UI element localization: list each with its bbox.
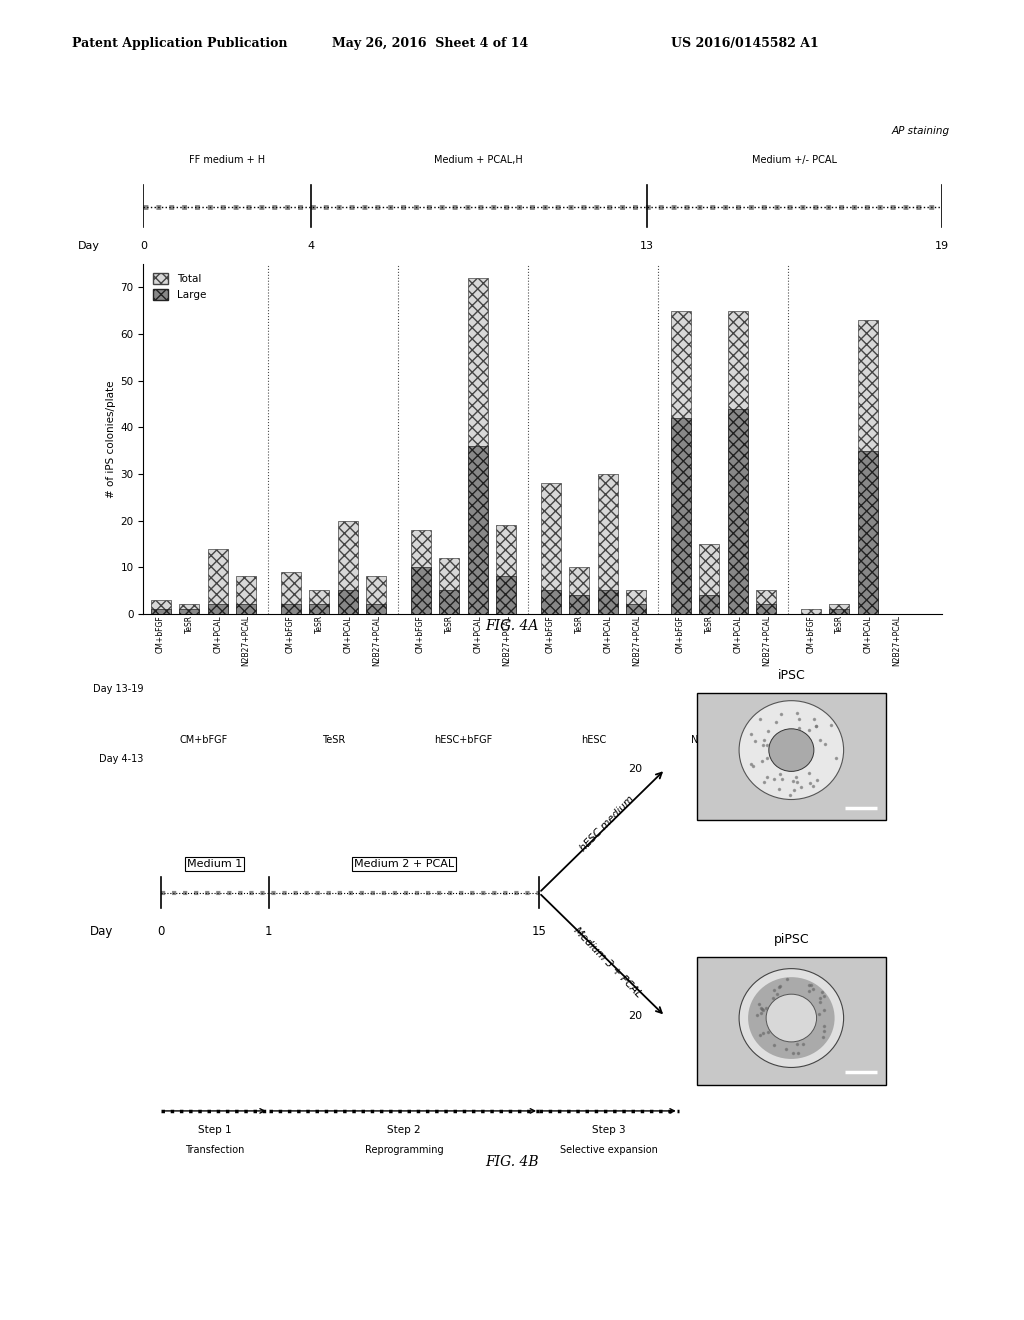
Text: FF medium + H: FF medium + H <box>189 154 265 165</box>
Circle shape <box>769 729 814 771</box>
Circle shape <box>749 977 835 1059</box>
Bar <box>179 609 199 614</box>
FancyBboxPatch shape <box>696 957 886 1085</box>
Circle shape <box>766 994 816 1041</box>
Text: hESC medium: hESC medium <box>579 793 637 853</box>
Bar <box>829 605 849 614</box>
Bar <box>497 525 516 614</box>
Bar <box>208 549 227 614</box>
Bar <box>411 568 430 614</box>
Bar <box>858 319 878 614</box>
Bar <box>598 590 617 614</box>
Bar <box>309 590 329 614</box>
Bar <box>367 605 386 614</box>
Text: 15: 15 <box>531 925 547 939</box>
Text: Patent Application Publication: Patent Application Publication <box>72 37 287 50</box>
Bar <box>439 558 459 614</box>
Text: Medium 1: Medium 1 <box>187 859 243 869</box>
Bar <box>281 605 300 614</box>
Text: Step 2: Step 2 <box>387 1126 421 1135</box>
Bar <box>338 590 357 614</box>
Text: 0: 0 <box>140 242 146 251</box>
Bar <box>699 595 719 614</box>
Text: Reprogramming: Reprogramming <box>365 1144 443 1155</box>
Bar <box>858 450 878 614</box>
Text: Medium 2 + PCAL: Medium 2 + PCAL <box>354 859 454 869</box>
Bar <box>801 609 820 614</box>
Bar <box>411 529 430 614</box>
Text: FIG. 4A: FIG. 4A <box>485 619 539 632</box>
Bar <box>237 605 256 614</box>
Text: iPSC: iPSC <box>777 669 805 682</box>
Bar <box>598 474 617 614</box>
Bar <box>569 568 589 614</box>
Bar <box>671 418 690 614</box>
Text: Medium + PCAL,H: Medium + PCAL,H <box>434 154 523 165</box>
Text: FIG. 4B: FIG. 4B <box>485 1155 539 1168</box>
Text: Transfection: Transfection <box>185 1144 245 1155</box>
Y-axis label: # of iPS colonies/plate: # of iPS colonies/plate <box>106 380 117 498</box>
Circle shape <box>739 701 844 800</box>
Text: AP staining: AP staining <box>892 125 950 136</box>
Text: Day: Day <box>78 242 99 251</box>
Bar <box>757 590 776 614</box>
Bar <box>237 577 256 614</box>
Text: 4: 4 <box>307 242 314 251</box>
Bar <box>627 590 646 614</box>
Text: May 26, 2016  Sheet 4 of 14: May 26, 2016 Sheet 4 of 14 <box>332 37 528 50</box>
Text: Day 4-13: Day 4-13 <box>99 754 143 764</box>
Bar <box>728 409 748 614</box>
Bar <box>439 590 459 614</box>
Text: piPSC: piPSC <box>773 933 809 946</box>
Bar <box>728 310 748 614</box>
Bar <box>309 605 329 614</box>
Text: Medium +/- PCAL: Medium +/- PCAL <box>752 154 837 165</box>
Bar <box>829 609 849 614</box>
Text: Day 13-19: Day 13-19 <box>93 684 143 694</box>
Text: 20: 20 <box>629 1011 643 1022</box>
Text: Step 3: Step 3 <box>592 1126 626 1135</box>
Bar <box>627 605 646 614</box>
Bar <box>757 605 776 614</box>
Bar <box>541 483 560 614</box>
Bar <box>367 577 386 614</box>
Text: 20: 20 <box>629 764 643 775</box>
Bar <box>151 599 171 614</box>
Bar <box>541 590 560 614</box>
Bar <box>699 544 719 614</box>
Text: US 2016/0145582 A1: US 2016/0145582 A1 <box>672 37 819 50</box>
Bar <box>338 520 357 614</box>
Legend: Total, Large: Total, Large <box>148 269 210 305</box>
Text: 13: 13 <box>640 242 653 251</box>
Bar <box>281 572 300 614</box>
Text: 1: 1 <box>265 925 272 939</box>
FancyBboxPatch shape <box>696 693 886 820</box>
Bar <box>497 577 516 614</box>
Text: Medium 3 + PCAL: Medium 3 + PCAL <box>571 925 643 999</box>
Text: Step 1: Step 1 <box>198 1126 231 1135</box>
Text: 19: 19 <box>935 242 949 251</box>
Bar <box>468 279 487 614</box>
Bar <box>468 446 487 614</box>
Text: Selective expansion: Selective expansion <box>560 1144 657 1155</box>
Bar <box>671 310 690 614</box>
Text: 0: 0 <box>157 925 164 939</box>
Bar <box>208 605 227 614</box>
Bar <box>569 595 589 614</box>
Bar <box>179 605 199 614</box>
Text: Day: Day <box>90 925 114 939</box>
Circle shape <box>739 969 844 1068</box>
Bar <box>151 609 171 614</box>
